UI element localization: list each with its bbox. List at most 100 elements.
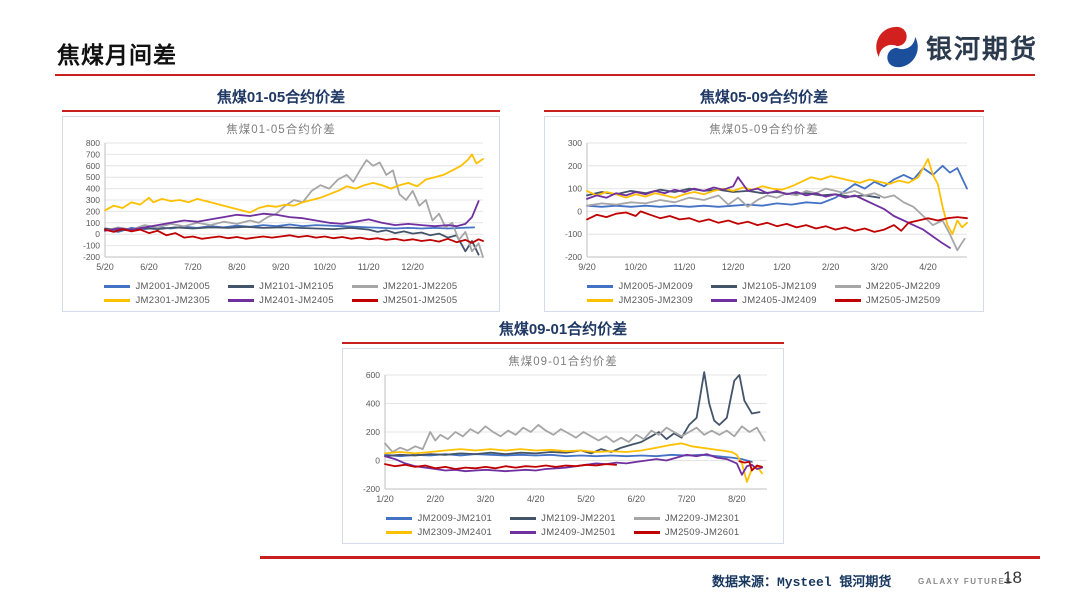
legend-item-JM2205-JM2209: JM2205-JM2209 <box>834 281 941 292</box>
y-tick-label: 800 <box>86 138 100 148</box>
series-line-JM2501-JM2505 <box>104 228 484 244</box>
series-line-JM2305-JM2309 <box>586 158 968 236</box>
legend-item-JM2501-JM2505: JM2501-JM2505 <box>351 295 458 306</box>
legend-swatch <box>711 285 738 288</box>
x-tick-label: 3/20 <box>477 494 495 504</box>
x-tick-label: 4/20 <box>527 494 545 504</box>
legend-row: JM2001-JM2005 JM2101-JM2105 JM2201-JM2205 <box>95 281 466 292</box>
legend-label: JM2509-JM2601 <box>664 527 740 538</box>
series-line-JM2405-JM2409 <box>586 176 951 249</box>
series-line-JM2309-JM2401 <box>384 442 763 483</box>
x-tick-label: 3/20 <box>871 262 889 272</box>
footer-divider <box>260 556 1040 559</box>
legend-item-JM2309-JM2401: JM2309-JM2401 <box>386 527 492 538</box>
y-tick-label: -100 <box>565 229 582 239</box>
legend-swatch <box>834 299 861 302</box>
x-tick-label: 5/20 <box>577 494 595 504</box>
legend-swatch <box>228 299 255 302</box>
legend-label: JM2101-JM2105 <box>259 281 334 292</box>
y-tick-label: 0 <box>95 229 100 239</box>
series-line-JM2201-JM2205 <box>104 159 484 258</box>
brand-text: GALAXY FUTURES <box>918 577 1013 586</box>
legend-item-JM2209-JM2301: JM2209-JM2301 <box>633 513 740 524</box>
y-tick-label: 600 <box>366 370 380 380</box>
legend-swatch <box>510 531 537 534</box>
legend-label: JM2009-JM2101 <box>417 513 493 524</box>
legend-row: JM2009-JM2101 JM2109-JM2201 JM2209-JM2301 <box>377 513 748 524</box>
legend-item-JM2005-JM2009: JM2005-JM2009 <box>587 281 693 292</box>
legend-item-JM2009-JM2101: JM2009-JM2101 <box>386 513 492 524</box>
section-underline <box>342 342 784 344</box>
y-tick-label: -200 <box>363 484 380 494</box>
x-tick-label: 10/20 <box>624 262 647 272</box>
y-tick-label: 300 <box>568 138 582 148</box>
legend-item-JM2109-JM2201: JM2109-JM2201 <box>510 513 616 524</box>
legend-label: JM2205-JM2209 <box>865 281 941 292</box>
legend-label: JM2309-JM2401 <box>417 527 493 538</box>
legend-label: JM2501-JM2505 <box>382 295 458 306</box>
section-underline <box>62 110 500 112</box>
legend-label: JM2401-JM2405 <box>259 295 334 306</box>
legend-swatch <box>386 517 413 520</box>
legend-item-JM2409-JM2501: JM2409-JM2501 <box>510 527 616 538</box>
legend-row: JM2301-JM2305 JM2401-JM2405 JM2501-JM2505 <box>95 295 466 306</box>
legend-label: JM2505-JM2509 <box>865 295 941 306</box>
legend-swatch <box>228 285 255 288</box>
legend-swatch <box>386 531 413 534</box>
y-tick-label: -200 <box>565 252 582 262</box>
legend-swatch <box>633 531 660 534</box>
y-tick-label: 600 <box>86 161 100 171</box>
legend-row: JM2005-JM2009 JM2105-JM2109 JM2205-JM2209 <box>578 281 949 292</box>
chart-inner-title: 焦煤09-01合约价差 <box>508 356 618 368</box>
y-tick-label: 700 <box>86 149 100 159</box>
x-tick-label: 5/20 <box>96 262 114 272</box>
legend-item-JM2201-JM2205: JM2201-JM2205 <box>351 281 458 292</box>
x-tick-label: 7/20 <box>184 262 202 272</box>
series-line-JM2409-JM2501 <box>384 453 763 476</box>
x-tick-label: 9/20 <box>272 262 290 272</box>
x-tick-label: 6/20 <box>140 262 158 272</box>
x-tick-label: 6/20 <box>628 494 646 504</box>
x-tick-label: 7/20 <box>678 494 696 504</box>
series-line-JM2205-JM2209 <box>586 187 966 252</box>
legend-label: JM2001-JM2005 <box>135 281 211 292</box>
x-tick-label: 12/20 <box>401 262 424 272</box>
y-tick-label: 400 <box>86 184 100 194</box>
y-tick-label: 200 <box>366 427 380 437</box>
chart-legend-05-09: JM2005-JM2009 JM2105-JM2109 JM2205-JM2209 J… <box>547 281 981 306</box>
y-tick-label: 200 <box>568 161 582 171</box>
legend-item-JM2509-JM2601: JM2509-JM2601 <box>633 527 740 538</box>
x-tick-label: 9/20 <box>578 262 596 272</box>
x-tick-label: 2/20 <box>426 494 444 504</box>
legend-item-JM2401-JM2405: JM2401-JM2405 <box>228 295 334 306</box>
chart-svg-2: 600 400 200 0 -2001/20 2/20 3/20 4/20 5/20 6/20 7/… <box>363 370 767 504</box>
chart-plot-05-09: 300 200 100 0 -100 -200 9/20 10/20 11/20 12/20 1/2… <box>547 137 981 280</box>
page-number: 18 <box>1003 568 1022 587</box>
x-tick-label: 4/20 <box>919 262 937 272</box>
series-line-JM2509-JM2601 <box>384 460 763 472</box>
legend-label: JM2409-JM2501 <box>541 527 616 538</box>
legend-label: JM2201-JM2205 <box>382 281 458 292</box>
legend-item-JM2305-JM2309: JM2305-JM2309 <box>587 295 693 306</box>
chart-plot-01-05: 800 700 600 500 400 300 200 100 0 -100 -200 5/20 6/2… <box>65 137 497 280</box>
section-underline <box>544 110 984 112</box>
y-tick-label: 400 <box>366 399 380 409</box>
logo-text: 银河期货 <box>926 33 1039 64</box>
legend-swatch <box>834 285 861 288</box>
section-title-09-01: 焦煤09-01合约价差 <box>498 321 628 338</box>
chart-svg-1: 300 200 100 0 -100 -2009/20 10/20 11/20 12/20 1/2… <box>565 138 968 272</box>
series-line-JM2401-JM2405 <box>104 200 480 232</box>
legend-label: JM2301-JM2305 <box>135 295 211 306</box>
legend-item-JM2101-JM2105: JM2101-JM2105 <box>228 281 334 292</box>
x-tick-label: 1/20 <box>773 262 791 272</box>
chart-box-09-01: 焦煤09-01合约价差 600 400 200 0 -200 1/20 2/20 3/20 4/… <box>342 348 784 544</box>
y-tick-label: 300 <box>86 195 100 205</box>
series-line-JM2209-JM2301 <box>384 424 766 453</box>
x-tick-label: 11/20 <box>674 262 696 272</box>
legend-label: JM2209-JM2301 <box>664 513 740 524</box>
legend-item-JM2001-JM2005: JM2001-JM2005 <box>104 281 210 292</box>
legend-item-JM2301-JM2305: JM2301-JM2305 <box>104 295 210 306</box>
y-tick-label: 100 <box>86 218 100 228</box>
